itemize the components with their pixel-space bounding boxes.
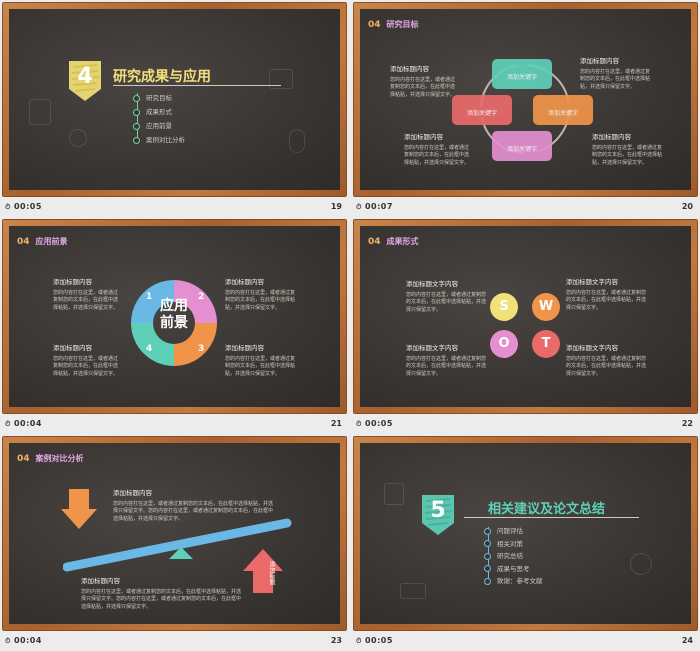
slide-timing: ⏱ 00:04 — [5, 419, 42, 428]
list-item: 研究总结 — [484, 550, 543, 563]
text-block: 添加标题文字内容 您的内容打在这里，或者通过复制您的文本后，在此框中选择粘贴，并选… — [566, 278, 647, 311]
slide-thumbnail-24[interactable]: 5 相关建议及论文总结 问题评估 相关对策 研究总结 成果与思考 致谢：参考文献… — [354, 437, 697, 651]
chalkboard-frame: 04 案例对比分析 添加标题 添加标题内容 您的内容打在这里，或者通过复制您的文本后… — [3, 437, 346, 630]
text-block: 添加标题文字内容 您的内容打在这里，或者通过复制您的文本后，在此框中选择粘贴，并选… — [566, 344, 647, 377]
keyword-card: 添加关键字 — [492, 131, 552, 161]
text-block: 添加标题内容 您的内容打在这里，或者通过复制您的文本后，在此框中选择粘贴，并选择只… — [225, 278, 296, 311]
chalkboard-frame: 04 成果形式 S W O T 添加标题文字内容 您的内容打在这里，或者通过复制您的… — [354, 220, 697, 413]
slide-number: 24 — [681, 636, 693, 645]
timeline-line — [137, 93, 138, 141]
text-block: 添加标题内容 您的内容打在这里，或者通过复制您的文本后，在此框中选择粘贴，并选择只… — [404, 133, 470, 166]
text-block: 添加标题内容 您的内容打在这里，或者通过复制您的文本后，在此框中选择粘贴，并选择只… — [225, 344, 296, 377]
text-block: 添加标题内容 您的内容打在这里，或者通过复制您的文本后，在此框中选择粘贴，并选择只… — [580, 57, 651, 90]
step-number: 3 — [198, 344, 205, 354]
text-block: 添加标题内容 您的内容打在这里，或者通过复制您的文本后，在此框中选择粘贴，并选择只… — [81, 577, 242, 610]
step-number: 1 — [146, 292, 153, 302]
section-title: 研究成果与应用 — [113, 69, 211, 85]
keyword-card: 添加关键字 — [533, 95, 593, 125]
text-block: 添加标题内容 您的内容打在这里，或者通过复制您的文本后，在此框中选择粘贴，并选择只… — [53, 344, 119, 377]
down-arrow-icon — [61, 489, 97, 529]
slide-thumbnail-21[interactable]: 04 应用前景 应用 前景 1 2 3 4 添加标题内容 您的内容打在这里，或者通过复… — [3, 220, 346, 434]
list-item: 成果形式 — [133, 105, 185, 119]
clock-icon: ⏱ — [5, 637, 11, 645]
title-underline — [113, 85, 281, 86]
arrow-label: 添加标题 — [268, 561, 275, 585]
list-item: 相关对策 — [484, 538, 543, 551]
chalkboard-frame: 4 研究成果与应用 研究目标 成果形式 应用前景 案例对比分析 — [3, 3, 346, 196]
chalkboard-frame: 04 研究目标 添加关键字 添加关键字 添加关键字 添加关键字 添加标题内容 您的内… — [354, 3, 697, 196]
slide-timing: ⏱ 00:04 — [5, 636, 42, 645]
slide-timing: ⏱ 00:05 — [356, 419, 393, 428]
balance-beam — [63, 518, 292, 572]
slide-timing: ⏱ 00:07 — [356, 202, 393, 211]
clock-icon: ⏱ — [5, 420, 11, 428]
section-title: 相关建议及论文总结 — [488, 502, 606, 517]
clock-icon: ⏱ — [356, 420, 362, 428]
slide-canvas: 04 研究目标 添加关键字 添加关键字 添加关键字 添加关键字 添加标题内容 您的内… — [360, 9, 691, 190]
list-item: 致谢：参考文献 — [484, 575, 543, 588]
list-item: 应用前景 — [133, 119, 185, 133]
slide-header: 04 研究目标 — [368, 20, 419, 30]
slide-thumbnail-23[interactable]: 04 案例对比分析 添加标题 添加标题内容 您的内容打在这里，或者通过复制您的文本后… — [3, 437, 346, 651]
keyword-card: 添加关键字 — [492, 59, 552, 89]
step-number: 2 — [198, 292, 205, 302]
slide-canvas: 04 成果形式 S W O T 添加标题文字内容 您的内容打在这里，或者通过复制您的… — [360, 226, 691, 407]
list-item: 成果与思考 — [484, 563, 543, 576]
list-item: 案例对比分析 — [133, 133, 185, 147]
title-underline — [464, 517, 639, 518]
list-item: 研究目标 — [133, 91, 185, 105]
slide-number: 21 — [330, 419, 342, 428]
clock-icon: ⏱ — [356, 203, 362, 211]
slide-number: 19 — [330, 202, 342, 211]
swot-w: W — [532, 293, 560, 321]
slide-canvas: 04 应用前景 应用 前景 1 2 3 4 添加标题内容 您的内容打在这里，或者通过复… — [9, 226, 340, 407]
slide-header: 04 案例对比分析 — [17, 454, 84, 464]
step-number: 4 — [146, 344, 153, 354]
section-badge-icon — [422, 495, 454, 535]
text-block: 添加标题内容 您的内容打在这里，或者通过复制您的文本后，在此框中选择粘贴，并选择只… — [390, 65, 456, 98]
slide-timing: ⏱ 00:05 — [356, 636, 393, 645]
agenda-list: 问题评估 相关对策 研究总结 成果与思考 致谢：参考文献 — [484, 525, 543, 588]
agenda-list: 研究目标 成果形式 应用前景 案例对比分析 — [133, 91, 185, 147]
slide-thumbnail-22[interactable]: 04 成果形式 S W O T 添加标题文字内容 您的内容打在这里，或者通过复制您的… — [354, 220, 697, 434]
cycle-center-label: 应用 前景 — [160, 298, 188, 331]
slide-header: 04 成果形式 — [368, 237, 419, 247]
keyword-card: 添加关键字 — [452, 95, 512, 125]
up-arrow-icon — [243, 549, 283, 593]
section-badge-icon — [69, 61, 101, 101]
text-block: 添加标题内容 您的内容打在这里，或者通过复制您的文本后，在此框中选择粘贴，并选择只… — [113, 489, 274, 522]
slide-canvas: 04 案例对比分析 添加标题 添加标题内容 您的内容打在这里，或者通过复制您的文本后… — [9, 443, 340, 624]
slide-number: 20 — [681, 202, 693, 211]
text-block: 添加标题内容 您的内容打在这里，或者通过复制您的文本后，在此框中选择粘贴，并选择只… — [53, 278, 119, 311]
slide-number: 23 — [330, 636, 342, 645]
slide-thumbnail-20[interactable]: 04 研究目标 添加关键字 添加关键字 添加关键字 添加关键字 添加标题内容 您的内… — [354, 3, 697, 217]
swot-o: O — [490, 330, 518, 358]
slide-canvas: 4 研究成果与应用 研究目标 成果形式 应用前景 案例对比分析 — [9, 9, 340, 190]
slide-header: 04 应用前景 — [17, 237, 68, 247]
chalkboard-frame: 5 相关建议及论文总结 问题评估 相关对策 研究总结 成果与思考 致谢：参考文献 — [354, 437, 697, 630]
swot-t: T — [532, 330, 560, 358]
slide-thumbnail-19[interactable]: 4 研究成果与应用 研究目标 成果形式 应用前景 案例对比分析 ⏱ 00:05 19 — [3, 3, 346, 217]
slide-number: 22 — [681, 419, 693, 428]
text-block: 添加标题文字内容 您的内容打在这里，或者通过复制您的文本后，在此框中选择粘贴，并选… — [406, 344, 487, 377]
clock-icon: ⏱ — [5, 203, 11, 211]
slide-timing: ⏱ 00:05 — [5, 202, 42, 211]
cycle-diagram — [131, 280, 217, 366]
clock-icon: ⏱ — [356, 637, 362, 645]
list-item: 问题评估 — [484, 525, 543, 538]
slide-canvas: 5 相关建议及论文总结 问题评估 相关对策 研究总结 成果与思考 致谢：参考文献 — [360, 443, 691, 624]
swot-s: S — [490, 293, 518, 321]
section-number: 5 — [430, 498, 446, 523]
chalkboard-frame: 04 应用前景 应用 前景 1 2 3 4 添加标题内容 您的内容打在这里，或者通过复… — [3, 220, 346, 413]
section-number: 4 — [77, 64, 93, 89]
text-block: 添加标题文字内容 您的内容打在这里，或者通过复制您的文本后，在此框中选择粘贴，并选… — [406, 280, 487, 313]
text-block: 添加标题内容 您的内容打在这里，或者通过复制您的文本后，在此框中选择粘贴，并选择只… — [592, 133, 663, 166]
